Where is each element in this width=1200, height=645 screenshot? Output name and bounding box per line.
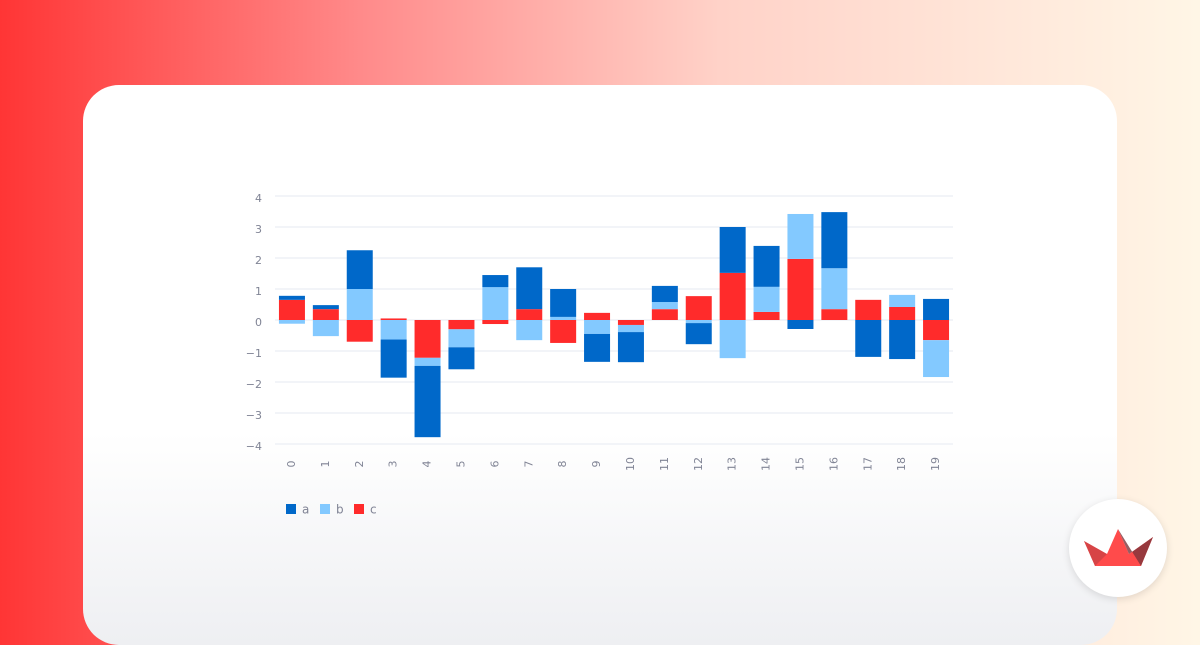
legend-label: c [370,503,377,517]
bar [719,320,746,359]
bar [550,316,577,320]
y-tick-label: 0 [255,316,262,329]
x-tick-label: 16 [827,457,840,471]
x-tick-label: 14 [760,457,773,471]
bar [448,347,475,370]
bar [855,320,882,357]
y-tick-label: −2 [246,378,262,391]
bar [414,320,441,358]
bar [278,320,305,324]
bar [923,320,950,341]
bar [584,320,611,334]
x-tick-label: 17 [861,457,874,471]
x-tick-label: 13 [726,457,739,471]
bar [516,309,543,320]
bar [719,227,746,273]
bar [482,287,509,320]
y-tick-label: 2 [255,254,262,267]
bar [584,333,611,362]
logo [1069,499,1167,597]
bar [923,298,950,320]
x-tick-label: 4 [421,461,434,468]
bar [516,320,543,341]
y-tick-label: −1 [246,347,262,360]
bar [482,320,509,325]
bar [651,302,678,310]
bar [889,306,916,320]
bar [753,311,780,320]
x-tick-label: 11 [658,457,671,471]
bar [821,212,848,269]
x-tick-label: 7 [522,461,535,468]
y-tick-label: −3 [246,409,262,422]
x-tick-label: 15 [793,457,806,471]
bar [312,305,339,310]
bar [889,294,916,307]
legend-swatch [320,504,330,514]
x-tick-label: 12 [692,457,705,471]
y-tick-label: 4 [255,192,262,205]
y-tick-label: 1 [255,285,262,298]
y-tick-label: 3 [255,223,262,236]
legend-label: b [336,503,344,517]
bar [685,320,712,324]
bar [346,320,373,342]
bar [923,340,950,378]
legend-swatch [354,504,364,514]
bar [312,309,339,320]
legend-swatch [286,504,296,514]
bar [380,339,407,378]
x-tick-label: 5 [454,461,467,468]
bar [651,285,678,303]
bar [278,295,305,300]
bar [414,365,441,438]
bar [821,309,848,320]
bar [787,213,814,259]
bar [719,272,746,320]
x-tick-label: 1 [319,461,332,468]
x-tick-label: 2 [353,461,366,468]
bar [787,258,814,320]
legend-label: a [302,503,309,517]
bar [753,286,780,312]
bar [617,324,644,333]
bar [821,268,848,310]
bar [380,320,407,340]
bar [346,289,373,320]
x-tick-label: 8 [556,461,569,468]
bar [380,318,407,320]
x-tick-label: 10 [624,457,637,471]
bar [414,357,441,366]
x-tick-label: 0 [285,461,298,468]
bar [312,320,339,337]
bar [516,267,543,310]
bar [855,299,882,320]
bar [278,299,305,320]
bar [753,245,780,287]
bar [482,275,509,288]
x-tick-label: 3 [387,461,400,468]
x-tick-label: 19 [929,457,942,471]
bar [787,320,814,329]
bar [448,320,475,330]
bar [889,320,916,360]
bar [550,289,577,317]
bar [448,329,475,348]
bar [617,332,644,363]
bar [685,296,712,320]
bar [584,312,611,320]
bar [651,309,678,320]
logo-icon [1084,529,1153,566]
bar [617,320,644,325]
y-tick-label: −4 [246,440,262,453]
x-tick-label: 18 [895,457,908,471]
x-tick-label: 9 [590,461,603,468]
bar [550,320,577,343]
bar [346,250,373,289]
bar [685,323,712,345]
x-tick-label: 6 [488,461,501,468]
